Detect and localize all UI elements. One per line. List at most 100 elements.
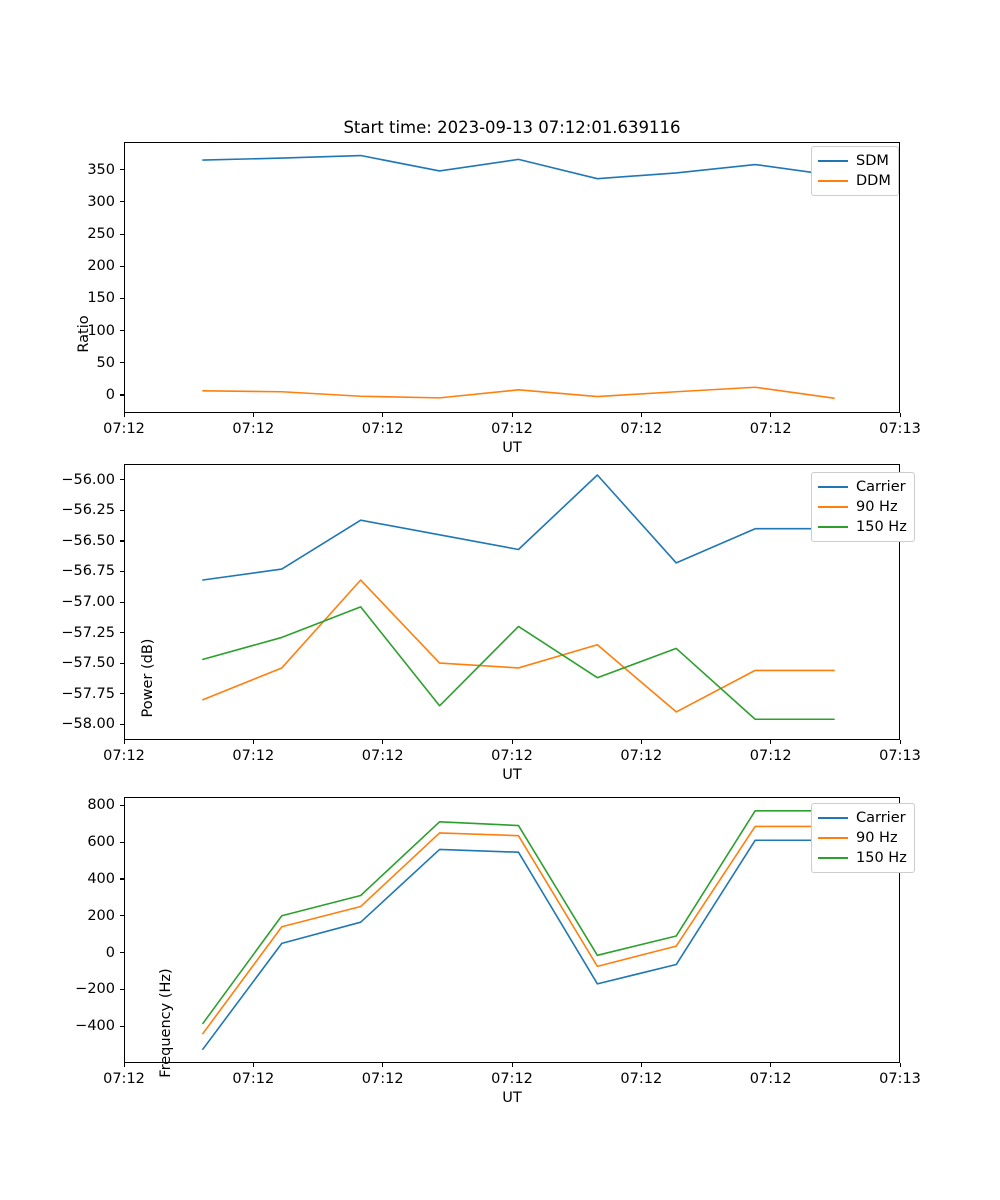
x-tick-mark <box>123 1063 125 1067</box>
legend-item[interactable]: 150 Hz <box>818 517 907 537</box>
ratio-legend[interactable]: SDM DDM <box>811 146 899 196</box>
legend-label: 150 Hz <box>856 519 907 535</box>
x-tick-mark <box>123 413 125 417</box>
x-tick-mark <box>382 740 384 744</box>
x-tick-label: 07:12 <box>620 421 663 437</box>
y-tick-label: 300 <box>87 193 115 210</box>
x-tick-mark <box>252 413 254 417</box>
legend-color-swatch <box>818 180 848 182</box>
x-tick-label: 07:12 <box>103 1071 145 1087</box>
legend-item[interactable]: 90 Hz <box>818 497 907 517</box>
series-line-carrier <box>202 839 835 1050</box>
legend-label: Carrier <box>856 479 906 495</box>
legend-label: Carrier <box>856 810 906 826</box>
legend-item[interactable]: 150 Hz <box>818 848 907 868</box>
y-tick-mark <box>120 988 124 990</box>
y-tick-label: −56.25 <box>61 502 115 519</box>
series-line-sdm <box>202 154 835 180</box>
y-tick-mark <box>120 915 124 917</box>
legend-label: DDM <box>856 173 891 189</box>
y-tick-mark <box>120 841 124 843</box>
x-tick-label: 07:12 <box>749 421 792 437</box>
x-tick-label: 07:12 <box>749 748 792 764</box>
y-tick-label: −56.75 <box>61 563 115 580</box>
legend-item[interactable]: SDM <box>818 151 891 171</box>
y-tick-mark <box>120 723 124 725</box>
series-line-150-hz <box>202 810 835 1025</box>
y-tick-label: 0 <box>105 386 115 403</box>
y-tick-mark <box>120 662 124 664</box>
frequency-legend[interactable]: Carrier 90 Hz 150 Hz <box>811 803 915 873</box>
x-tick-mark <box>770 1063 772 1067</box>
legend-color-swatch <box>818 526 848 528</box>
legend-item[interactable]: DDM <box>818 171 891 191</box>
y-tick-label: −58.00 <box>61 716 115 733</box>
x-tick-mark <box>770 740 772 744</box>
y-tick-label: 800 <box>87 797 115 814</box>
legend-color-swatch <box>818 817 848 819</box>
x-tick-label: 07:12 <box>749 1071 792 1087</box>
x-tick-mark <box>252 1063 254 1067</box>
power-subplot <box>124 464 900 740</box>
legend-color-swatch <box>818 486 848 488</box>
frequency-plot-lines <box>202 810 835 1050</box>
y-tick-label: 150 <box>87 290 115 307</box>
y-tick-mark <box>120 362 124 364</box>
power-x-axis-label: UT <box>502 767 522 783</box>
x-tick-mark <box>511 740 513 744</box>
y-tick-label: 0 <box>105 944 115 961</box>
legend-item[interactable]: 90 Hz <box>818 828 907 848</box>
y-tick-label: −56.00 <box>61 471 115 488</box>
x-tick-label: 07:12 <box>361 421 404 437</box>
legend-color-swatch <box>818 506 848 508</box>
ratio-subplot <box>124 142 900 413</box>
series-line-150-hz <box>202 606 835 721</box>
y-tick-mark <box>120 952 124 954</box>
legend-color-swatch <box>818 857 848 859</box>
y-tick-mark <box>120 804 124 806</box>
y-tick-mark <box>120 265 124 267</box>
x-tick-mark <box>640 740 642 744</box>
legend-color-swatch <box>818 160 848 162</box>
frequency-x-axis-label: UT <box>502 1090 522 1106</box>
y-tick-label: 100 <box>87 322 115 339</box>
legend-item[interactable]: Carrier <box>818 477 907 497</box>
y-tick-label: 50 <box>96 354 115 371</box>
y-tick-mark <box>120 509 124 511</box>
y-tick-mark <box>120 878 124 880</box>
x-tick-label: 07:12 <box>232 748 275 764</box>
y-tick-mark <box>120 330 124 332</box>
x-tick-mark <box>640 1063 642 1067</box>
ratio-x-axis-label: UT <box>502 440 522 456</box>
legend-label: 90 Hz <box>856 830 898 846</box>
series-line-ddm <box>202 386 835 399</box>
y-tick-label: 400 <box>87 870 115 887</box>
y-tick-label: −57.50 <box>61 655 115 672</box>
frequency-y-axis-label: Frequency (Hz) <box>158 968 174 1078</box>
x-tick-label: 07:12 <box>361 748 404 764</box>
y-tick-mark <box>120 601 124 603</box>
x-tick-label: 07:12 <box>620 1071 663 1087</box>
y-tick-mark <box>120 1025 124 1027</box>
axes-frame-power <box>124 464 900 740</box>
ratio-y-axis-label: Ratio <box>76 315 92 353</box>
y-tick-label: 350 <box>87 161 115 178</box>
legend-label: SDM <box>856 153 889 169</box>
x-tick-label: 07:12 <box>491 421 533 437</box>
series-line-carrier <box>202 474 835 581</box>
x-tick-mark <box>770 413 772 417</box>
y-tick-label: 250 <box>87 226 115 243</box>
y-tick-mark <box>120 394 124 396</box>
x-tick-mark <box>382 413 384 417</box>
power-legend[interactable]: Carrier 90 Hz 150 Hz <box>811 472 915 542</box>
x-tick-label: 07:12 <box>232 421 275 437</box>
legend-item[interactable]: Carrier <box>818 808 907 828</box>
y-tick-mark <box>120 540 124 542</box>
x-tick-mark <box>899 740 901 744</box>
y-tick-mark <box>120 233 124 235</box>
y-tick-label: −400 <box>75 1018 115 1035</box>
x-tick-mark <box>123 740 125 744</box>
x-tick-label: 07:12 <box>491 748 533 764</box>
y-tick-label: 200 <box>87 907 115 924</box>
